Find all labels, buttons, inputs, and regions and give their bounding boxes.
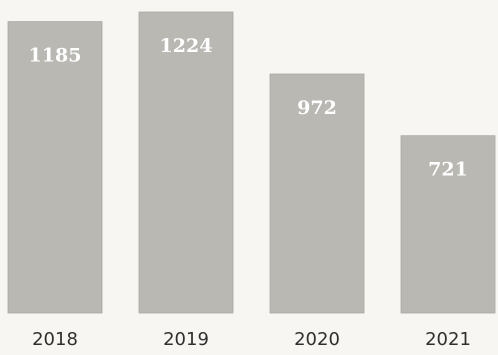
data-label-2019: 1224 — [160, 35, 213, 57]
bars-group — [7, 11, 496, 314]
x-tick-label-2018: 2018 — [32, 329, 78, 350]
x-axis-tick-labels: 2018 2019 2020 2021 — [32, 329, 471, 350]
data-label-2018: 1185 — [29, 45, 82, 67]
x-tick-label-2019: 2019 — [163, 329, 209, 350]
x-tick-label-2020: 2020 — [294, 329, 340, 350]
bar-2021 — [400, 135, 496, 314]
data-label-2021: 721 — [428, 159, 468, 181]
bar-2018 — [7, 21, 103, 314]
x-tick-label-2021: 2021 — [425, 329, 471, 350]
bar-2019 — [138, 11, 234, 314]
bar-2020 — [269, 73, 365, 314]
data-labels-group: 1185 1224 972 721 — [29, 35, 468, 181]
data-label-2020: 972 — [297, 97, 337, 119]
